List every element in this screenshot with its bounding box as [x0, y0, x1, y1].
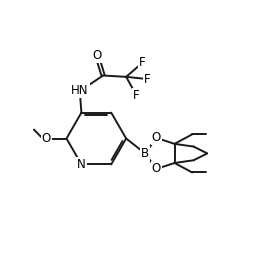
Text: N: N	[77, 158, 86, 171]
Text: O: O	[152, 132, 161, 144]
Text: O: O	[93, 50, 102, 63]
Text: F: F	[133, 89, 140, 102]
Text: HN: HN	[71, 84, 89, 97]
Text: F: F	[144, 73, 151, 86]
Text: F: F	[139, 56, 146, 69]
Text: B: B	[141, 147, 149, 160]
Text: O: O	[42, 132, 51, 145]
Text: O: O	[152, 162, 161, 175]
